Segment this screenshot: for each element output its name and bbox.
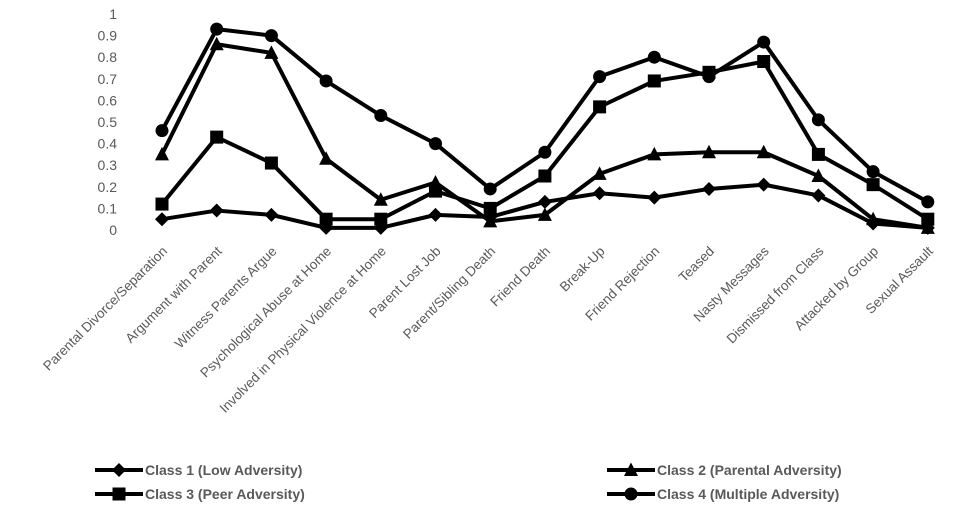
legend-diamond-marker — [112, 463, 126, 477]
circle-marker — [757, 35, 771, 49]
y-axis: 0 0.1 0.2 0.3 0.4 0.5 0.6 0.7 0.8 0.9 1 — [98, 6, 118, 238]
y-tick-label: 0.1 — [98, 200, 118, 216]
x-category-label: Teased — [676, 244, 717, 285]
diamond-marker — [592, 186, 607, 201]
circle-marker — [866, 165, 880, 179]
square-marker — [866, 178, 880, 192]
circle-marker — [155, 124, 169, 138]
triangle-marker — [592, 166, 607, 180]
square-marker — [374, 212, 388, 226]
circle-marker — [702, 70, 716, 84]
legend-label: Class 4 (Multiple Adversity) — [657, 486, 839, 502]
legend-triangle-marker — [624, 462, 638, 476]
circle-marker — [264, 29, 278, 43]
square-marker — [210, 130, 224, 144]
circle-marker — [811, 113, 825, 127]
circle-marker — [538, 145, 552, 159]
square-marker — [811, 147, 825, 161]
triangle-marker — [264, 45, 279, 59]
square-marker — [538, 169, 552, 183]
square-marker — [429, 184, 442, 198]
square-marker — [264, 156, 278, 170]
legend-square-marker — [112, 487, 126, 501]
x-category-label: Dismissed from Class — [724, 243, 827, 346]
series-2 — [155, 36, 935, 234]
y-tick-label: 0.9 — [98, 28, 118, 44]
legend-label: Class 3 (Peer Adversity) — [145, 486, 305, 502]
square-marker — [647, 74, 661, 88]
y-tick-label: 0.3 — [98, 157, 118, 173]
triangle-marker — [811, 168, 826, 182]
y-tick-label: 1 — [109, 6, 117, 22]
circle-marker — [647, 50, 661, 64]
y-tick-label: 0.7 — [98, 71, 118, 87]
x-category-label: Break-Up — [557, 244, 608, 295]
y-tick-label: 0.4 — [98, 136, 118, 152]
y-tick-label: 0.2 — [98, 179, 118, 195]
square-marker — [155, 197, 169, 211]
triangle-marker — [866, 211, 881, 226]
diamond-marker — [264, 207, 279, 222]
triangle-marker — [702, 144, 716, 159]
circle-marker — [921, 195, 935, 209]
square-marker — [921, 212, 935, 226]
x-category-label: Witness Parents Argue — [172, 244, 280, 352]
series-1 — [155, 177, 935, 235]
y-tick-label: 0 — [109, 222, 117, 238]
circle-marker — [429, 137, 442, 151]
legend-item: Class 1 (Low Adversity) — [95, 462, 302, 478]
series-layer — [155, 22, 935, 235]
square-marker — [319, 212, 333, 226]
square-marker — [483, 201, 497, 215]
diamond-marker — [537, 194, 552, 209]
y-tick-label: 0.8 — [98, 49, 118, 65]
circle-marker — [319, 74, 333, 88]
legend-item: Class 4 (Multiple Adversity) — [607, 486, 839, 502]
diamond-marker — [811, 188, 826, 203]
diamond-marker — [647, 190, 662, 205]
circle-marker — [483, 182, 497, 196]
triangle-marker — [537, 207, 552, 221]
diamond-marker — [155, 212, 169, 227]
legend-item: Class 3 (Peer Adversity) — [95, 486, 305, 502]
triangle-marker — [920, 220, 935, 234]
legend: Class 1 (Low Adversity) Class 2 (Parental… — [95, 462, 842, 502]
square-marker — [757, 55, 771, 69]
circle-marker — [593, 70, 607, 84]
triangle-marker — [373, 192, 388, 206]
x-category-label: Argument with Parent — [122, 243, 225, 346]
legend-item: Class 2 (Parental Adversity) — [607, 462, 842, 478]
y-tick-label: 0.6 — [98, 92, 118, 108]
x-category-label: Parent/Sibling Death — [400, 244, 498, 342]
triangle-marker — [756, 144, 771, 159]
triangle-marker — [209, 36, 224, 51]
diamond-marker — [756, 177, 771, 192]
diamond-marker — [209, 203, 224, 218]
circle-marker — [210, 22, 224, 36]
triangle-marker — [155, 146, 169, 161]
triangle-marker — [647, 146, 662, 161]
legend-label: Class 2 (Parental Adversity) — [657, 462, 842, 478]
diamond-marker — [702, 181, 716, 196]
square-marker — [593, 100, 607, 114]
diamond-marker — [428, 207, 443, 222]
legend-circle-marker — [624, 487, 638, 501]
circle-marker — [374, 109, 388, 123]
y-tick-label: 0.5 — [98, 114, 118, 130]
triangle-marker — [319, 151, 334, 165]
series-4 — [155, 22, 935, 209]
legend-label: Class 1 (Low Adversity) — [145, 462, 302, 478]
triangle-marker — [483, 213, 498, 228]
